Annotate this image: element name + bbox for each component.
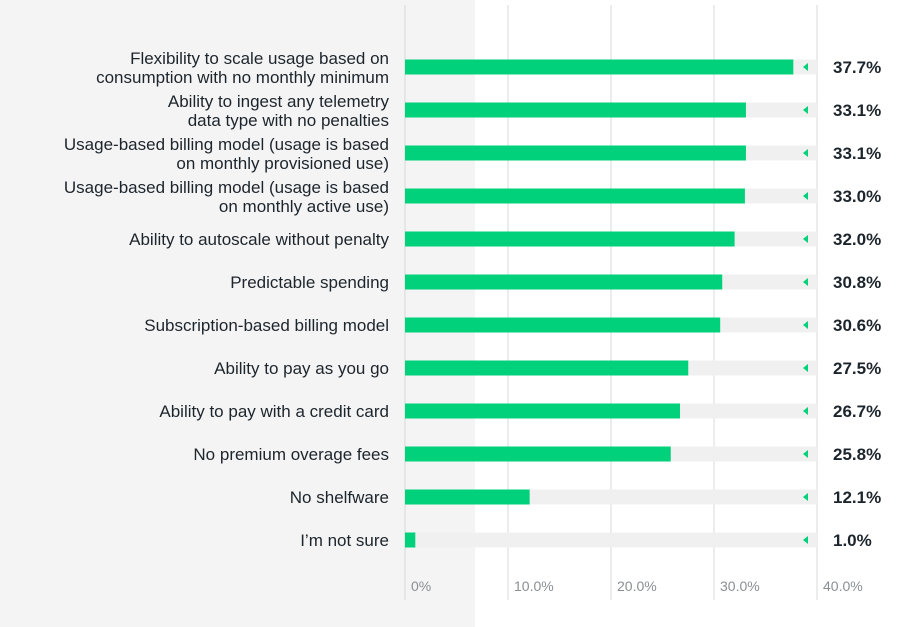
value-label: 32.0% bbox=[833, 230, 881, 249]
value-label: 33.1% bbox=[833, 101, 881, 120]
bar-end-marker bbox=[803, 364, 808, 372]
x-tick-label: 0% bbox=[411, 578, 431, 594]
bar bbox=[405, 145, 746, 161]
value-label: 26.7% bbox=[833, 402, 881, 421]
bar-end-marker bbox=[803, 192, 808, 200]
x-tick-label: 20.0% bbox=[617, 578, 657, 594]
bar bbox=[405, 188, 745, 204]
value-label: 25.8% bbox=[833, 445, 881, 464]
category-label: on monthly active use) bbox=[219, 197, 389, 216]
bar bbox=[405, 102, 746, 118]
category-label: on monthly provisioned use) bbox=[176, 154, 389, 173]
value-label: 30.8% bbox=[833, 273, 881, 292]
value-label: 12.1% bbox=[833, 488, 881, 507]
bar-end-marker bbox=[803, 235, 808, 243]
bar bbox=[405, 532, 416, 548]
category-label: Predictable spending bbox=[230, 273, 389, 292]
bar-track bbox=[405, 532, 817, 548]
category-label: No shelfware bbox=[290, 488, 389, 507]
bar bbox=[405, 446, 671, 462]
x-tick-label: 30.0% bbox=[720, 578, 760, 594]
category-label: data type with no penalties bbox=[188, 111, 389, 130]
value-label: 33.1% bbox=[833, 144, 881, 163]
value-label: 1.0% bbox=[833, 531, 872, 550]
category-label: Ability to pay as you go bbox=[214, 359, 389, 378]
chart-label-panel bbox=[0, 0, 475, 627]
bar bbox=[405, 489, 530, 505]
bar bbox=[405, 317, 721, 333]
x-tick-label: 40.0% bbox=[823, 578, 863, 594]
value-label: 27.5% bbox=[833, 359, 881, 378]
category-label: Flexibility to scale usage based on bbox=[130, 49, 389, 68]
category-label: Usage-based billing model (usage is base… bbox=[64, 135, 389, 154]
bar-end-marker bbox=[803, 321, 808, 329]
category-label: I’m not sure bbox=[300, 531, 389, 550]
value-label: 33.0% bbox=[833, 187, 881, 206]
bar bbox=[405, 59, 794, 75]
category-label: consumption with no monthly minimum bbox=[96, 68, 389, 87]
bar-end-marker bbox=[803, 106, 808, 114]
bar bbox=[405, 360, 689, 376]
category-label: Usage-based billing model (usage is base… bbox=[64, 178, 389, 197]
category-label: No premium overage fees bbox=[193, 445, 389, 464]
bar bbox=[405, 403, 681, 419]
bar bbox=[405, 231, 735, 247]
bar-end-marker bbox=[803, 493, 808, 501]
category-label: Ability to autoscale without penalty bbox=[129, 230, 389, 249]
value-label: 37.7% bbox=[833, 58, 881, 77]
bar bbox=[405, 274, 723, 290]
bar-end-marker bbox=[803, 536, 808, 544]
bar-end-marker bbox=[803, 149, 808, 157]
category-label: Ability to pay with a credit card bbox=[159, 402, 389, 421]
x-tick-label: 10.0% bbox=[514, 578, 554, 594]
category-label: Ability to ingest any telemetry bbox=[168, 92, 390, 111]
bar-end-marker bbox=[803, 450, 808, 458]
bar-end-marker bbox=[803, 63, 808, 71]
bar-end-marker bbox=[803, 407, 808, 415]
category-label: Subscription-based billing model bbox=[144, 316, 389, 335]
value-label: 30.6% bbox=[833, 316, 881, 335]
bar-end-marker bbox=[803, 278, 808, 286]
